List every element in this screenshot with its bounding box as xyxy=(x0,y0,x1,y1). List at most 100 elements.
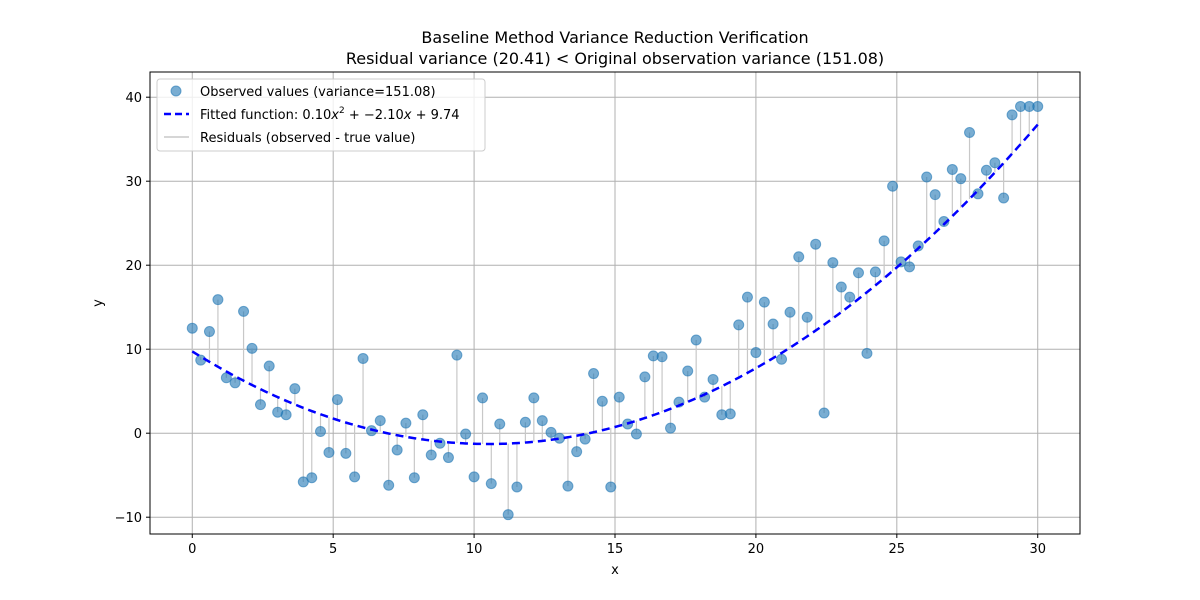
observed-point xyxy=(357,352,369,364)
x-axis-ticks: 0 5 10 15 20 25 30 xyxy=(188,534,1046,557)
observed-point xyxy=(383,479,395,491)
observed-point xyxy=(596,395,608,407)
observed-point xyxy=(1006,109,1018,121)
observed-point xyxy=(460,428,472,440)
observed-point xyxy=(639,371,651,383)
observed-point xyxy=(613,391,625,403)
observed-point xyxy=(758,296,770,308)
observed-point xyxy=(964,126,976,138)
observed-point xyxy=(793,251,805,263)
legend-fitted-sup: 2 xyxy=(339,106,345,116)
x-tick-label: 20 xyxy=(748,542,765,557)
observed-point xyxy=(724,408,736,420)
observed-point xyxy=(921,171,933,183)
observed-point xyxy=(861,347,873,359)
grid xyxy=(150,72,1080,534)
y-axis-ticks: −10 0 10 20 30 40 xyxy=(115,91,150,526)
observed-point xyxy=(707,373,719,385)
observed-point xyxy=(784,306,796,318)
x-tick-label: 10 xyxy=(466,542,483,557)
observed-point xyxy=(229,377,241,389)
observed-point xyxy=(323,447,335,459)
observed-point xyxy=(238,305,250,317)
observed-point xyxy=(938,216,950,228)
legend: Observed values (variance=151.08) Fitted… xyxy=(156,78,486,152)
observed-point xyxy=(887,180,899,192)
observed-point xyxy=(844,291,856,303)
x-tick-label: 30 xyxy=(1029,542,1046,557)
fitted-curve xyxy=(191,123,1039,446)
observed-point xyxy=(536,415,548,427)
observed-point xyxy=(315,426,326,438)
observed-point xyxy=(340,447,352,459)
x-axis-label: x xyxy=(611,563,619,578)
observed-point xyxy=(656,351,668,363)
observed-point xyxy=(408,472,420,484)
legend-observed-label: Observed values (variance=151.08) xyxy=(200,85,436,100)
chart-subtitle: Residual variance (20.41) < Original obs… xyxy=(346,49,884,68)
observed-point xyxy=(212,294,224,306)
observed-point xyxy=(929,189,941,201)
x-tick-label: 15 xyxy=(607,542,624,557)
observed-point xyxy=(425,449,437,461)
observed-point xyxy=(912,240,924,252)
y-tick-label: 10 xyxy=(125,343,142,358)
legend-fitted-label: Fitted function: 0.10x2 + −2.10x + 9.74 xyxy=(200,106,460,123)
observed-point xyxy=(246,342,258,354)
observed-point xyxy=(852,267,864,279)
y-tick-label: 40 xyxy=(125,91,142,106)
observed-point xyxy=(989,157,1001,169)
observed-point xyxy=(306,472,318,484)
observed-point xyxy=(741,291,753,303)
x-tick-label: 0 xyxy=(188,542,196,557)
observed-point xyxy=(280,409,292,421)
observed-point xyxy=(417,409,429,421)
observed-point xyxy=(630,428,642,440)
observed-point xyxy=(810,238,822,250)
observed-point xyxy=(682,365,694,377)
observed-point xyxy=(502,509,514,521)
legend-observed-marker xyxy=(170,85,182,97)
observed-point xyxy=(750,347,762,359)
observed-point xyxy=(254,399,266,411)
observed-point xyxy=(588,368,600,380)
observed-point xyxy=(511,481,523,493)
x-tick-label: 25 xyxy=(889,542,906,557)
observed-point xyxy=(545,426,557,438)
y-tick-label: 0 xyxy=(134,427,142,442)
observed-point xyxy=(904,261,915,273)
observed-point xyxy=(562,480,574,492)
chart-title: Baseline Method Variance Reduction Verif… xyxy=(421,28,808,47)
observed-point xyxy=(801,311,813,323)
observed-point xyxy=(494,418,506,430)
y-tick-label: 30 xyxy=(125,175,142,190)
fitted-curve-group xyxy=(191,123,1039,446)
observed-point xyxy=(451,349,463,361)
observed-point xyxy=(442,452,454,464)
observed-point xyxy=(391,444,403,456)
observed-point xyxy=(946,163,958,175)
observed-point xyxy=(818,407,830,419)
observed-point xyxy=(519,416,531,428)
x-tick-label: 5 xyxy=(329,542,337,557)
observed-point xyxy=(878,235,890,247)
observed-point xyxy=(690,334,702,346)
observed-points xyxy=(186,100,1044,521)
legend-fitted-prefix: Fitted function: 0.10 xyxy=(200,108,331,123)
legend-box xyxy=(156,78,486,152)
y-tick-label: 20 xyxy=(125,259,142,274)
observed-point xyxy=(955,173,967,185)
observed-point xyxy=(571,446,583,458)
observed-point xyxy=(203,326,215,338)
observed-point xyxy=(289,383,301,395)
observed-point xyxy=(1032,100,1044,112)
observed-point xyxy=(998,192,1010,204)
observed-point xyxy=(468,471,480,483)
observed-point xyxy=(331,394,343,406)
observed-point xyxy=(400,417,412,429)
observed-point xyxy=(733,319,745,331)
observed-point xyxy=(374,415,386,427)
y-axis-label: y xyxy=(91,299,106,307)
legend-fitted-mid: + −2.10 xyxy=(345,108,404,123)
